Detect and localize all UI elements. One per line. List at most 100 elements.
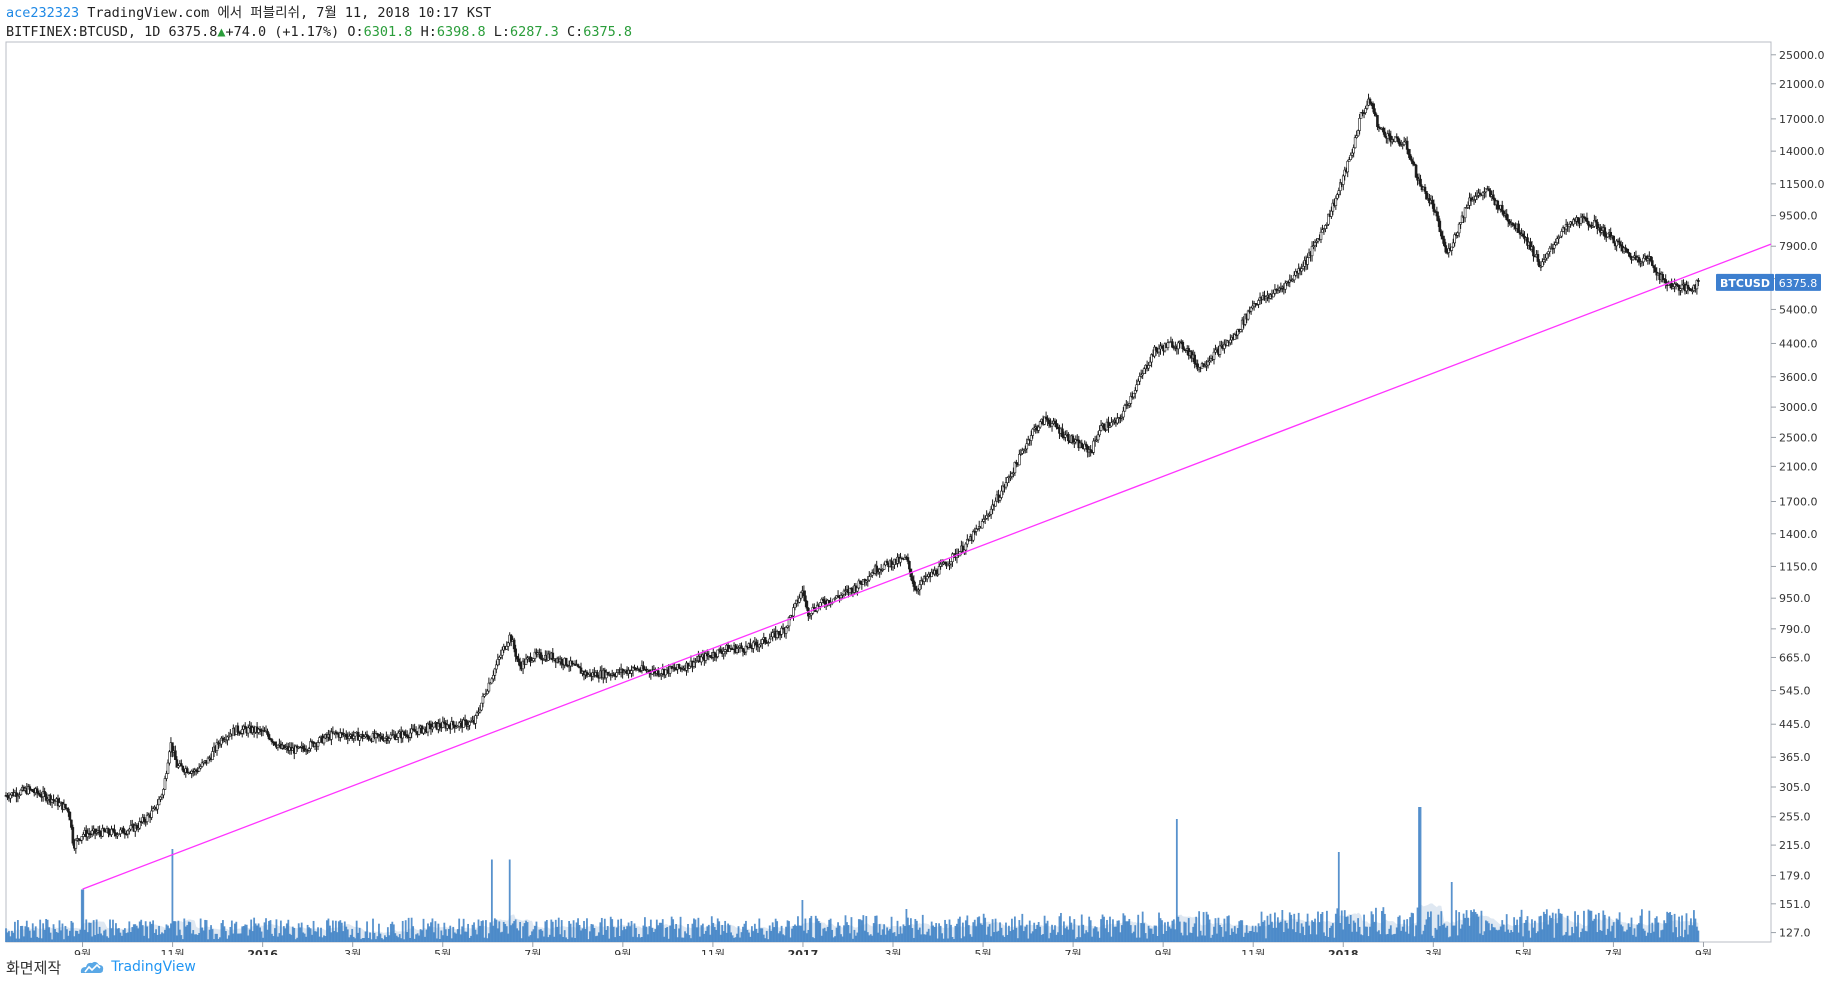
volume-bar [964,920,967,942]
volume-bar [367,937,370,942]
volume-bar [496,928,499,942]
volume-bar [318,936,321,942]
volume-bar [993,932,995,942]
volume-bar [1455,910,1458,942]
candle-body [410,728,413,734]
volume-bar [1315,934,1318,942]
candle-body [441,721,445,728]
volume-bar [389,923,392,942]
volume-bar [320,927,322,942]
candle-body [576,664,580,667]
volume-bar [1395,927,1398,942]
candle-body [457,722,461,727]
volume-bar [337,921,340,942]
volume-bar [1162,933,1165,942]
volume-bar [688,935,691,942]
price-tick-label: 255.0 [1779,811,1811,824]
candle-body [119,829,122,835]
volume-bar [798,925,801,942]
volume-bar [1584,930,1587,942]
volume-bar [1180,932,1183,942]
volume-bar [101,935,104,942]
volume-bar [311,934,313,942]
volume-bar [193,934,196,942]
volume-bar [1541,929,1544,942]
volume-bar [895,936,897,942]
volume-bar [1134,925,1137,942]
candle-body [741,647,745,652]
volume-bar [92,920,95,942]
volume-bar [1517,932,1520,942]
trendline[interactable] [82,243,1772,890]
volume-bar [1201,935,1204,942]
volume-bar [997,930,1000,942]
volume-bar [1202,912,1205,942]
volume-bar [1247,932,1250,942]
volume-bar [418,935,420,942]
candle-body [532,658,535,662]
candle-body [1547,251,1550,255]
volume-bar [299,927,302,942]
volume-bar [400,938,403,942]
volume-bar [331,920,334,942]
volume-bar [39,919,42,942]
volume-bar [825,931,828,942]
volume-bar [278,933,281,942]
volume-bar [1339,923,1342,942]
volume-bar [1578,937,1581,942]
volume-bar [551,921,554,942]
volume-bar [706,926,709,942]
volume-bar [1082,924,1085,942]
volume-bar [1092,928,1095,942]
candle-body [116,834,119,837]
volume-bar [232,933,235,942]
tradingview-brand[interactable]: TradingView [79,959,196,975]
volume-bar [1054,925,1056,942]
volume-bar [120,935,123,942]
volume-bar [416,933,419,942]
candle-body [539,652,543,660]
volume-bar [266,929,269,942]
candle-body [129,825,133,830]
candle-body [28,786,32,790]
price-axis[interactable]: 25000.021000.017000.014000.011500.09500.… [1771,49,1825,940]
volume-bar [593,928,596,942]
volume-bar [1016,938,1019,942]
volume-bar [1635,936,1637,942]
price-tick-label: 1400.0 [1779,528,1818,541]
volume-bar [427,923,429,942]
time-axis[interactable]: 9월 11월 2016 3월 5월 7월 9월 11월 2017 3월 5월 7월 9월 11월 2018 3… [74,942,1712,955]
volume-bar [1036,924,1039,942]
publisher-link[interactable]: ace232323 [6,5,80,21]
volume-bar [599,922,602,942]
volume-bar [1526,916,1529,942]
volume-bar [630,921,633,942]
price-tick-label: 2100.0 [1779,460,1818,473]
candle-body [145,814,149,822]
candle-body [1141,373,1144,376]
volume-bar [1376,931,1379,942]
volume-bar [1196,936,1199,942]
volume-bar [538,929,541,942]
volume-bar [279,920,282,942]
volume-bar [682,937,685,942]
plot-area[interactable] [5,41,1772,943]
candle-body [211,751,214,760]
candle-body [318,737,321,743]
price-chart[interactable]: 25000.021000.017000.014000.011500.09500.… [0,0,1830,955]
volume-bar [896,920,899,942]
candle-body [899,557,902,563]
candle-body [1538,261,1541,268]
volume-bar [1681,915,1683,942]
volume-bar [1348,923,1351,942]
volume-bar [1522,936,1524,942]
volume-bar [1484,920,1487,942]
candle-body [1405,140,1409,150]
volume-bar [1697,930,1700,942]
volume-bar [379,933,382,942]
candle-body [1218,345,1222,355]
volume-bar [425,929,428,942]
candle-body [1435,211,1439,217]
volume-bar [277,936,279,942]
volume-bar [1525,920,1527,942]
